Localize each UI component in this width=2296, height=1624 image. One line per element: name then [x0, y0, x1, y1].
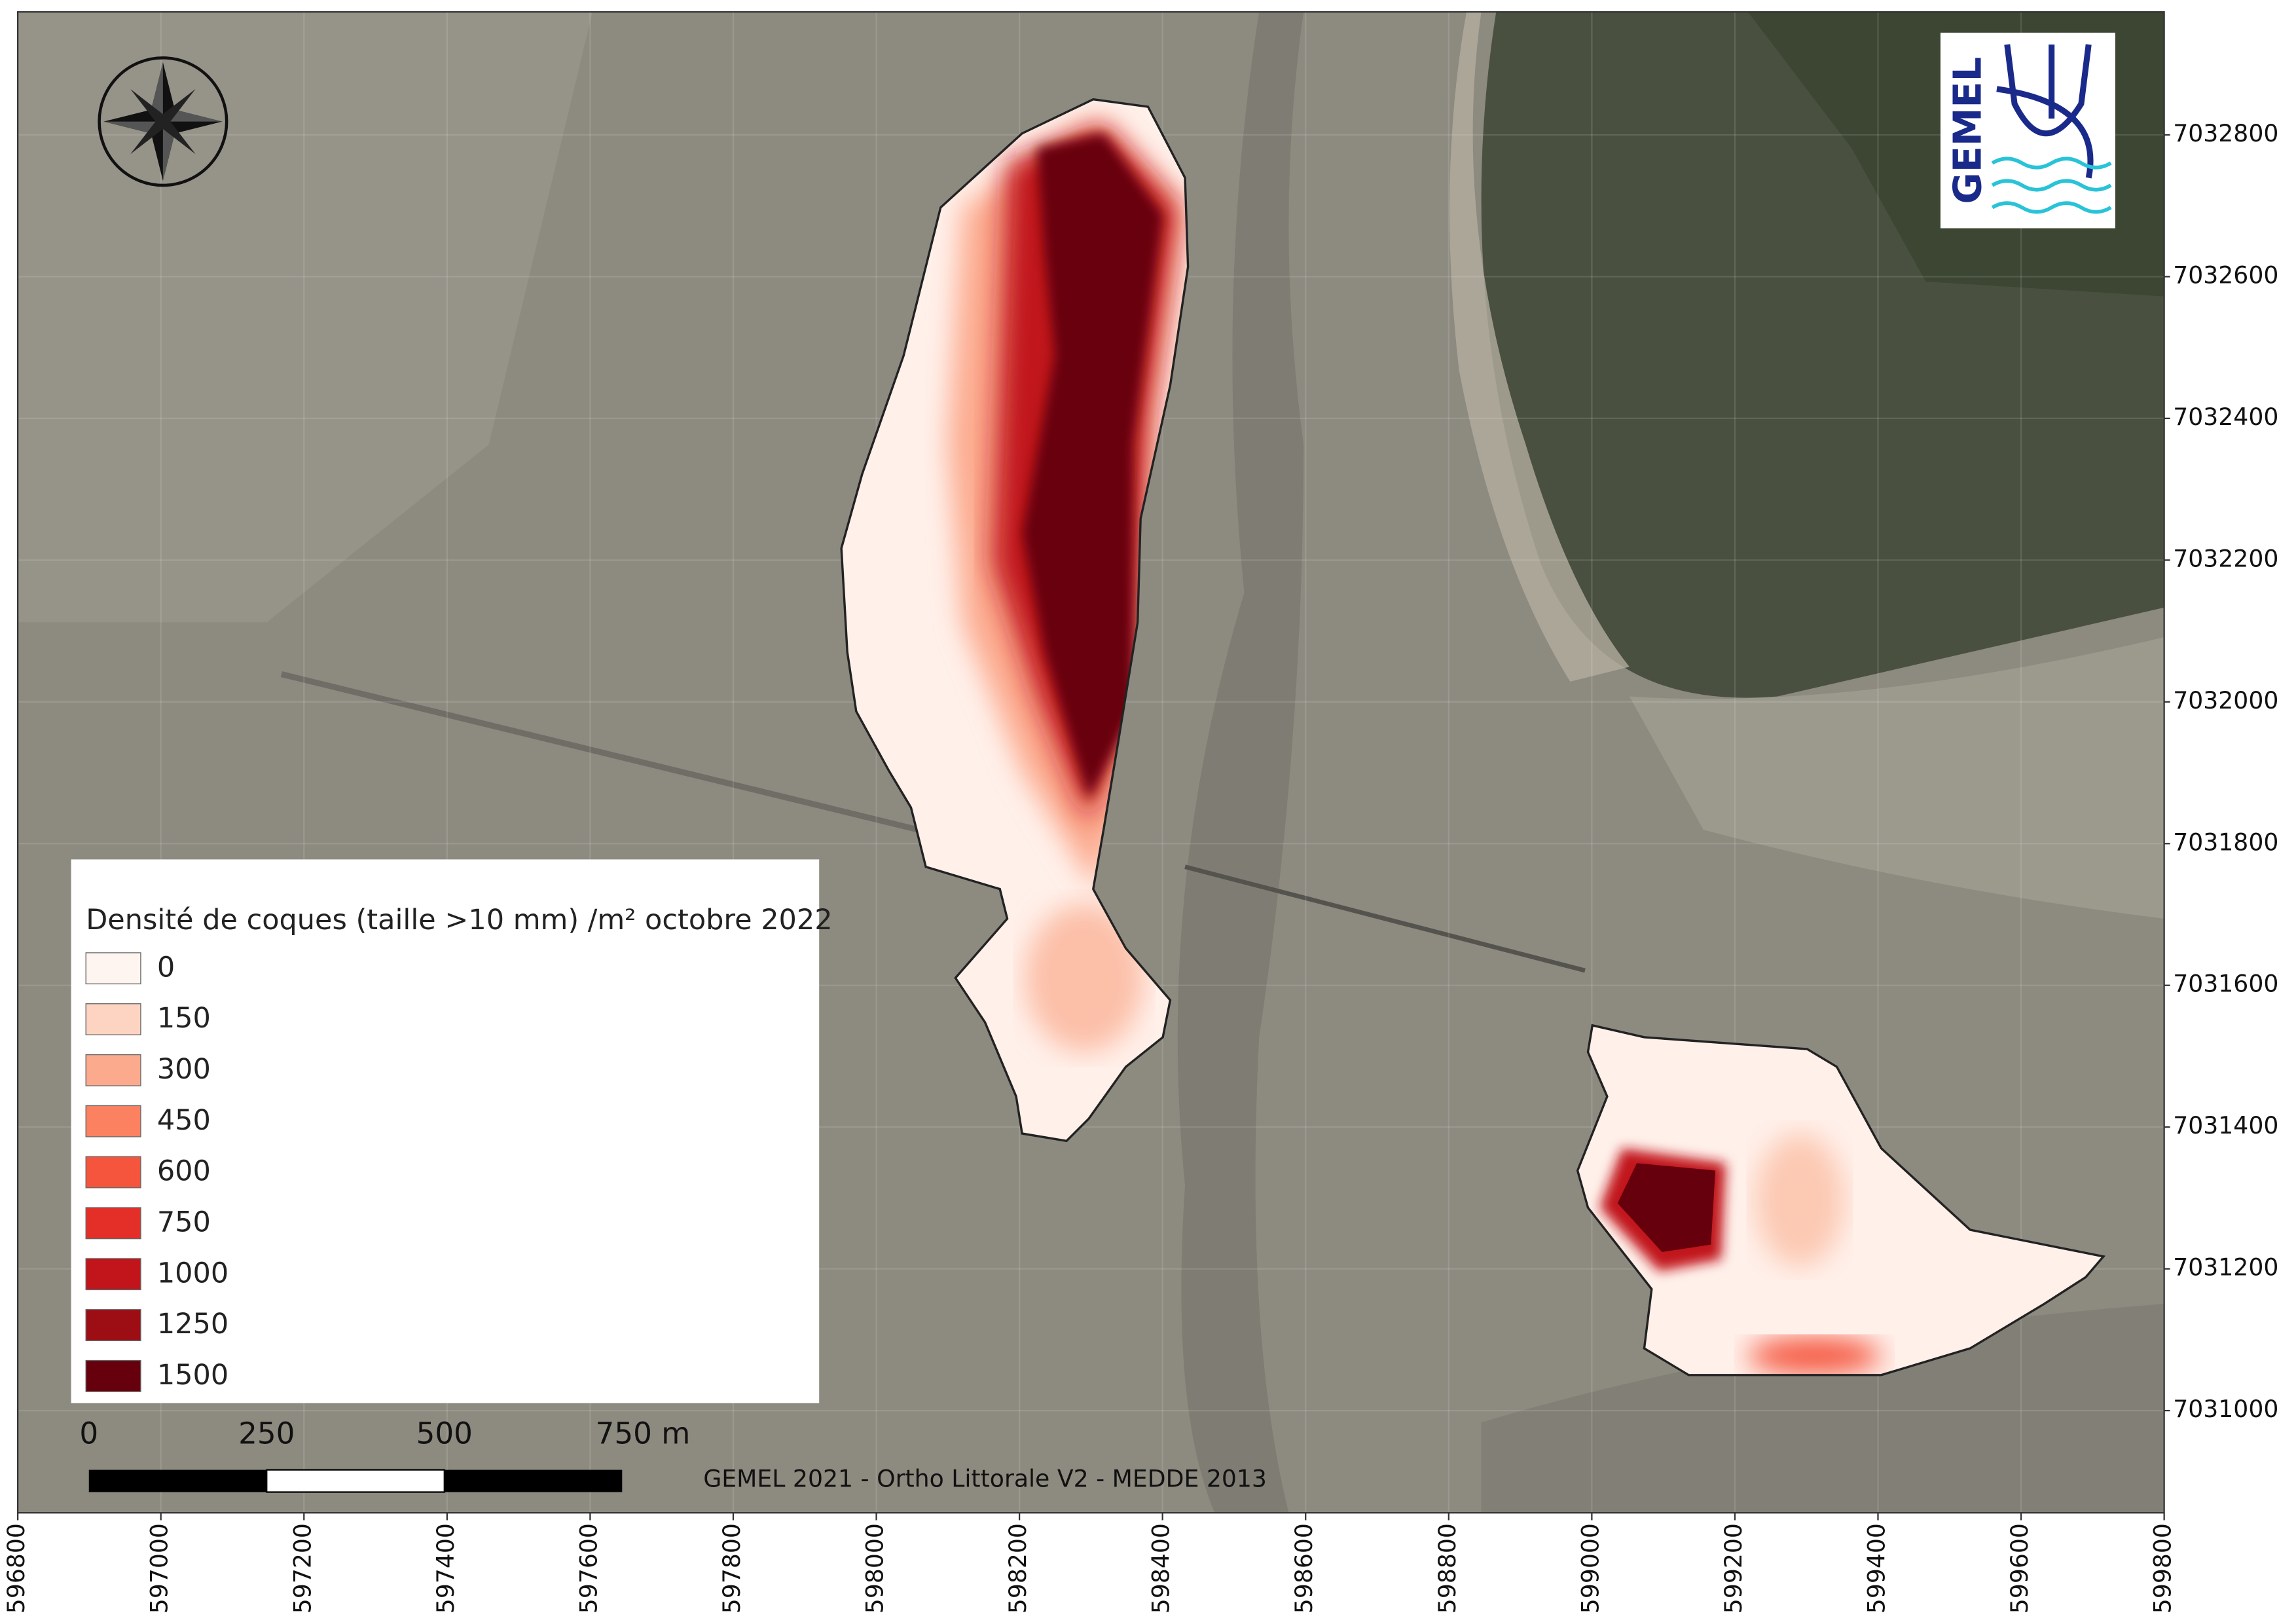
legend-swatch: [85, 1003, 141, 1035]
y-tick-label: 7032800: [2173, 119, 2278, 147]
scale-label: 750 m: [596, 1416, 691, 1451]
scale-label: 0: [79, 1416, 98, 1451]
x-tick-label: 598000: [861, 1523, 889, 1614]
legend-label: 450: [157, 1104, 211, 1137]
legend-label: 1500: [157, 1359, 228, 1392]
compass-rose: [98, 56, 228, 187]
legend-swatch: [85, 1156, 141, 1189]
legend-swatch: [85, 1359, 141, 1392]
legend-swatch: [85, 1105, 141, 1137]
x-tick-label: 599800: [2149, 1523, 2177, 1614]
legend: Densité de coques (taille >10 mm) /m² oc…: [71, 859, 833, 1403]
x-tick-label: 598600: [1290, 1523, 1318, 1614]
legend-swatch: [85, 1258, 141, 1291]
legend-label: 1250: [157, 1308, 228, 1340]
x-tick-label: 598800: [1433, 1523, 1461, 1614]
y-tick-label: 7032400: [2173, 403, 2278, 431]
legend-label: 1000: [157, 1257, 228, 1289]
logo-text: GEMEL: [1944, 57, 1990, 204]
x-tick-label: 596800: [2, 1523, 30, 1614]
y-tick-label: 7032600: [2173, 261, 2278, 289]
y-tick-label: 7031400: [2173, 1111, 2278, 1139]
legend-label: 150: [157, 1002, 211, 1035]
y-tick-label: 7032000: [2173, 686, 2278, 714]
x-tick-label: 598400: [1147, 1523, 1175, 1614]
scale-label: 500: [416, 1416, 473, 1451]
y-tick-label: 7032200: [2173, 544, 2278, 572]
x-tick-label: 597000: [145, 1523, 173, 1614]
x-tick-label: 599200: [1719, 1523, 1747, 1614]
x-tick-label: 599600: [2005, 1523, 2033, 1614]
y-tick-label: 7031200: [2173, 1253, 2278, 1282]
x-tick-label: 597200: [288, 1523, 316, 1614]
legend-label: 750: [157, 1206, 211, 1238]
legend-swatch: [85, 952, 141, 985]
y-tick-label: 7031000: [2173, 1395, 2278, 1423]
x-tick-label: 599400: [1862, 1523, 1890, 1614]
legend-swatch: [85, 1309, 141, 1341]
x-tick-label: 597600: [574, 1523, 602, 1614]
legend-label: 300: [157, 1053, 211, 1086]
scale-bar: 0 250 500 750 m: [79, 1416, 691, 1493]
legend-title: Densité de coques (taille >10 mm) /m² oc…: [86, 904, 832, 936]
legend-swatch: [85, 1054, 141, 1086]
credit: GEMEL 2021 - Ortho Littorale V2 - MEDDE …: [703, 1464, 1267, 1492]
scale-label: 250: [238, 1416, 295, 1451]
gemel-logo: GEMEL: [1940, 32, 2115, 229]
x-tick-label: 597400: [431, 1523, 460, 1614]
y-tick-label: 7031600: [2173, 970, 2278, 998]
x-tick-label: 598200: [1004, 1523, 1032, 1614]
legend-label: 600: [157, 1155, 211, 1188]
legend-label: 0: [157, 951, 175, 984]
x-tick-label: 599000: [1576, 1523, 1604, 1614]
x-tick-label: 597800: [718, 1523, 746, 1614]
legend-swatch: [85, 1207, 141, 1240]
legend-box: [71, 859, 820, 1403]
y-tick-label: 7031800: [2173, 828, 2278, 856]
map-frame: [17, 11, 2165, 1514]
